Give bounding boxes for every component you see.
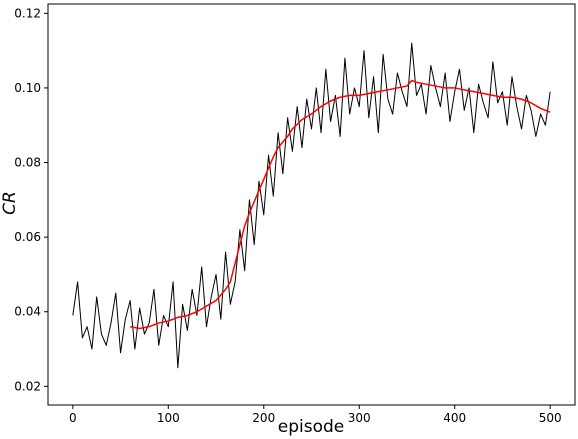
y-tick-label: 0.06 — [14, 230, 41, 244]
x-tick-label: 200 — [252, 411, 275, 425]
series-line-raw — [72, 42, 551, 369]
y-tick-label: 0.10 — [14, 81, 41, 95]
plot-area — [72, 42, 551, 369]
x-tick-label: 300 — [348, 411, 371, 425]
axes: 0 100 200 300 400 500 0.02 0.04 0.06 0.08 0.10 0.12 — [14, 3, 576, 425]
x-tick-label: 0 — [69, 411, 77, 425]
y-tick-label: 0.12 — [14, 6, 41, 20]
x-tick-label: 400 — [443, 411, 466, 425]
x-tick-label: 500 — [539, 411, 562, 425]
series-line-smoothed — [129, 79, 551, 330]
y-tick-label: 0.02 — [14, 379, 41, 393]
axes-frame — [47, 3, 576, 406]
x-tick-label: 100 — [157, 411, 180, 425]
y-tick-label: 0.04 — [14, 305, 41, 319]
y-tick-label: 0.08 — [14, 156, 41, 170]
y-axis-title: CR — [0, 191, 20, 215]
x-axis-title: episode — [278, 417, 344, 437]
